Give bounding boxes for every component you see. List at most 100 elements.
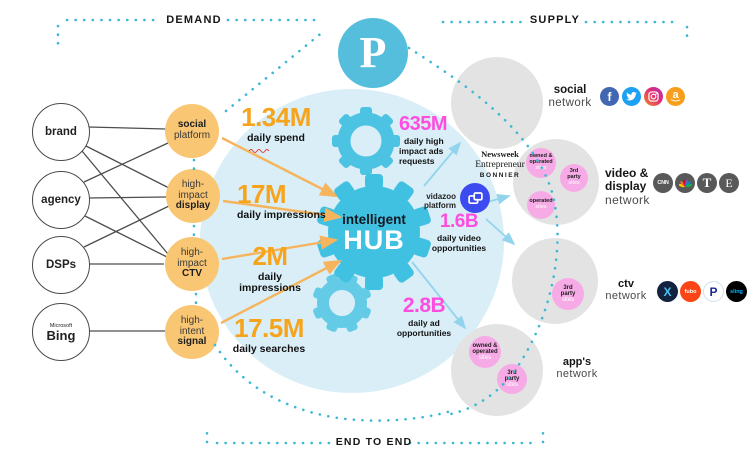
metric-daily-impressions-ctv: 2M daily impressions — [228, 241, 312, 295]
source-circle-brand: brand — [32, 103, 90, 161]
network-label-line: ctv — [618, 278, 634, 290]
vidazoo-platform-label: vidazoo platform — [386, 192, 456, 210]
network-label-line: network — [548, 96, 592, 109]
metric-value: 17M — [237, 179, 287, 209]
social-network-label: social network — [542, 84, 598, 110]
ctv-network-label: ctv network — [598, 278, 654, 303]
demand-arrows — [220, 136, 343, 325]
network-label-line: display — [605, 179, 647, 194]
sling-glyph: sling — [730, 288, 743, 295]
metric-daily-spend: 1.34M daily spend — [234, 102, 318, 145]
metric-label: daily impressions — [239, 271, 301, 295]
pluto-tv-icon: P — [703, 281, 724, 302]
channel-line: high- — [180, 314, 204, 326]
channel-line: social — [177, 119, 207, 131]
nbc-icon — [675, 173, 695, 193]
gear-bottom-icon — [313, 274, 371, 332]
new-york-times-icon: T — [697, 173, 717, 193]
metric-value: 1.6B — [439, 211, 479, 232]
bubble-owned-operated-sites: owned & operated sites — [469, 336, 501, 368]
cnn-icon: CNN — [653, 173, 673, 193]
bubble-3rd-party-sites: 3rd party sites — [560, 164, 588, 192]
bonnier-wordmark: BONNIER — [479, 172, 521, 179]
vidazoo-platform-icon — [460, 183, 490, 213]
supply-chain-dots — [407, 46, 559, 416]
newsweek-wordmark: Newsweek — [481, 149, 519, 159]
demand-chain-dots — [213, 343, 453, 422]
metric-label: daily ad — [408, 318, 440, 329]
bubble-line: sites — [568, 179, 580, 186]
metric-daily-impressions-display: 17M daily impressions — [237, 179, 329, 222]
metric-label: daily spend — [247, 132, 305, 145]
metric-value: 635M — [399, 113, 448, 135]
social-network-icons: f a — [600, 87, 685, 106]
network-label-line: network — [605, 290, 647, 303]
bubble-line: party — [560, 290, 576, 297]
facebook-icon: f — [600, 87, 619, 106]
source-circle-dsps: DSPs — [32, 236, 90, 294]
metric-label: daily impressions — [237, 209, 326, 222]
apps-network-label: app's network — [546, 356, 608, 381]
video-display-network-icons: CNN T E — [653, 173, 739, 193]
cnn-glyph: CNN — [657, 180, 669, 186]
metric-value: 17.5M — [234, 313, 304, 343]
apps-network-circle — [451, 324, 543, 416]
demand-connector-lines — [81, 126, 170, 332]
metric-daily-video-opportunities: 1.6B daily video opportunities — [428, 212, 490, 253]
bing-wordmark: Bing — [46, 327, 76, 343]
fubo-icon: fubo — [680, 281, 701, 302]
metric-label: impact ads — [399, 145, 444, 156]
primis-logo-letter: P — [359, 28, 387, 77]
metric-label: opportunities — [396, 327, 452, 338]
source-label: DSPs — [45, 259, 77, 271]
overlapping-squares-icon — [467, 191, 483, 204]
channel-line: platform — [173, 130, 211, 141]
facebook-glyph: f — [607, 89, 612, 104]
nyt-glyph: T — [702, 175, 712, 190]
network-label-line: app's — [562, 356, 592, 368]
hub-eyebrow: intelligent — [342, 212, 406, 227]
metric-label: daily searches — [232, 343, 306, 356]
hub-title: HUB — [343, 225, 405, 255]
x-streaming-icon: X — [657, 281, 678, 302]
bubble-line: operated — [529, 159, 553, 166]
channel-line: intent — [179, 325, 205, 337]
pluto-glyph: P — [709, 284, 718, 299]
metric-value: 2M — [252, 241, 288, 271]
bubble-line: 3rd — [563, 284, 573, 291]
bubble-line: owned & — [529, 153, 553, 160]
bubble-3rd-party-sites: 3rd party sites — [552, 278, 584, 310]
metric-label: daily high — [404, 136, 444, 146]
demand-label: DEMAND — [166, 14, 222, 26]
bubble-line: owned & — [472, 342, 498, 349]
vidazoo-label-line: platform — [424, 201, 456, 211]
end-to-end-label: END TO END — [335, 436, 413, 448]
social-network-circle — [451, 57, 543, 149]
microsoft-wordmark: Microsoft — [49, 322, 73, 329]
bubble-operated-sites: operated sites — [527, 191, 555, 219]
network-label-line: network — [605, 192, 650, 207]
ctv-network-circle — [512, 238, 598, 324]
bubble-line: party — [504, 375, 520, 382]
metric-value: 1.34M — [241, 102, 311, 132]
entrepreneur-wordmark: Entrepreneur — [475, 160, 525, 170]
channel-line: display — [175, 200, 211, 212]
spellcheck-squiggle — [248, 149, 270, 153]
bubble-line: operated — [472, 348, 498, 355]
channel-line: high- — [180, 246, 204, 258]
x-glyph: X — [663, 284, 672, 299]
channel-line: signal — [177, 336, 207, 348]
bubble-line: sites — [478, 355, 492, 362]
metric-label: requests — [399, 155, 435, 166]
vidazoo-label-line: vidazoo — [426, 192, 456, 201]
channel-line: impact — [178, 189, 208, 201]
channel-circle-high-impact-display: high- impact display — [166, 169, 220, 223]
channel-line: CTV — [182, 268, 202, 280]
channel-circle-high-intent-signal: high- intent signal — [165, 305, 219, 359]
bubble-line: sites — [561, 297, 575, 304]
bubble-line: sites — [505, 382, 519, 389]
supply-label: SUPPLY — [529, 14, 581, 26]
